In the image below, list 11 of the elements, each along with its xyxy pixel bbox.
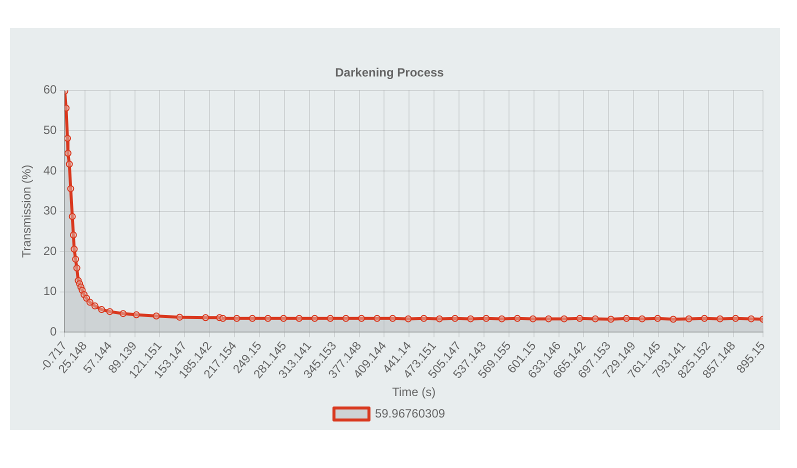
y-tick-label: 60 (43, 82, 58, 97)
legend-label: 59.96760309 (374, 406, 446, 420)
x-axis-title: Time (s) (392, 385, 436, 400)
y-tick-label: 20 (43, 244, 58, 258)
chart-title: Darkening Process (335, 66, 444, 80)
y-tick-label: 50 (43, 123, 58, 137)
y-axis-title: Transmission (%) (20, 164, 34, 258)
y-tick-label: 30 (43, 204, 58, 218)
y-tick-label: 40 (43, 163, 58, 178)
y-tick-label: 0 (50, 324, 58, 338)
y-tick-label: 10 (43, 284, 58, 298)
